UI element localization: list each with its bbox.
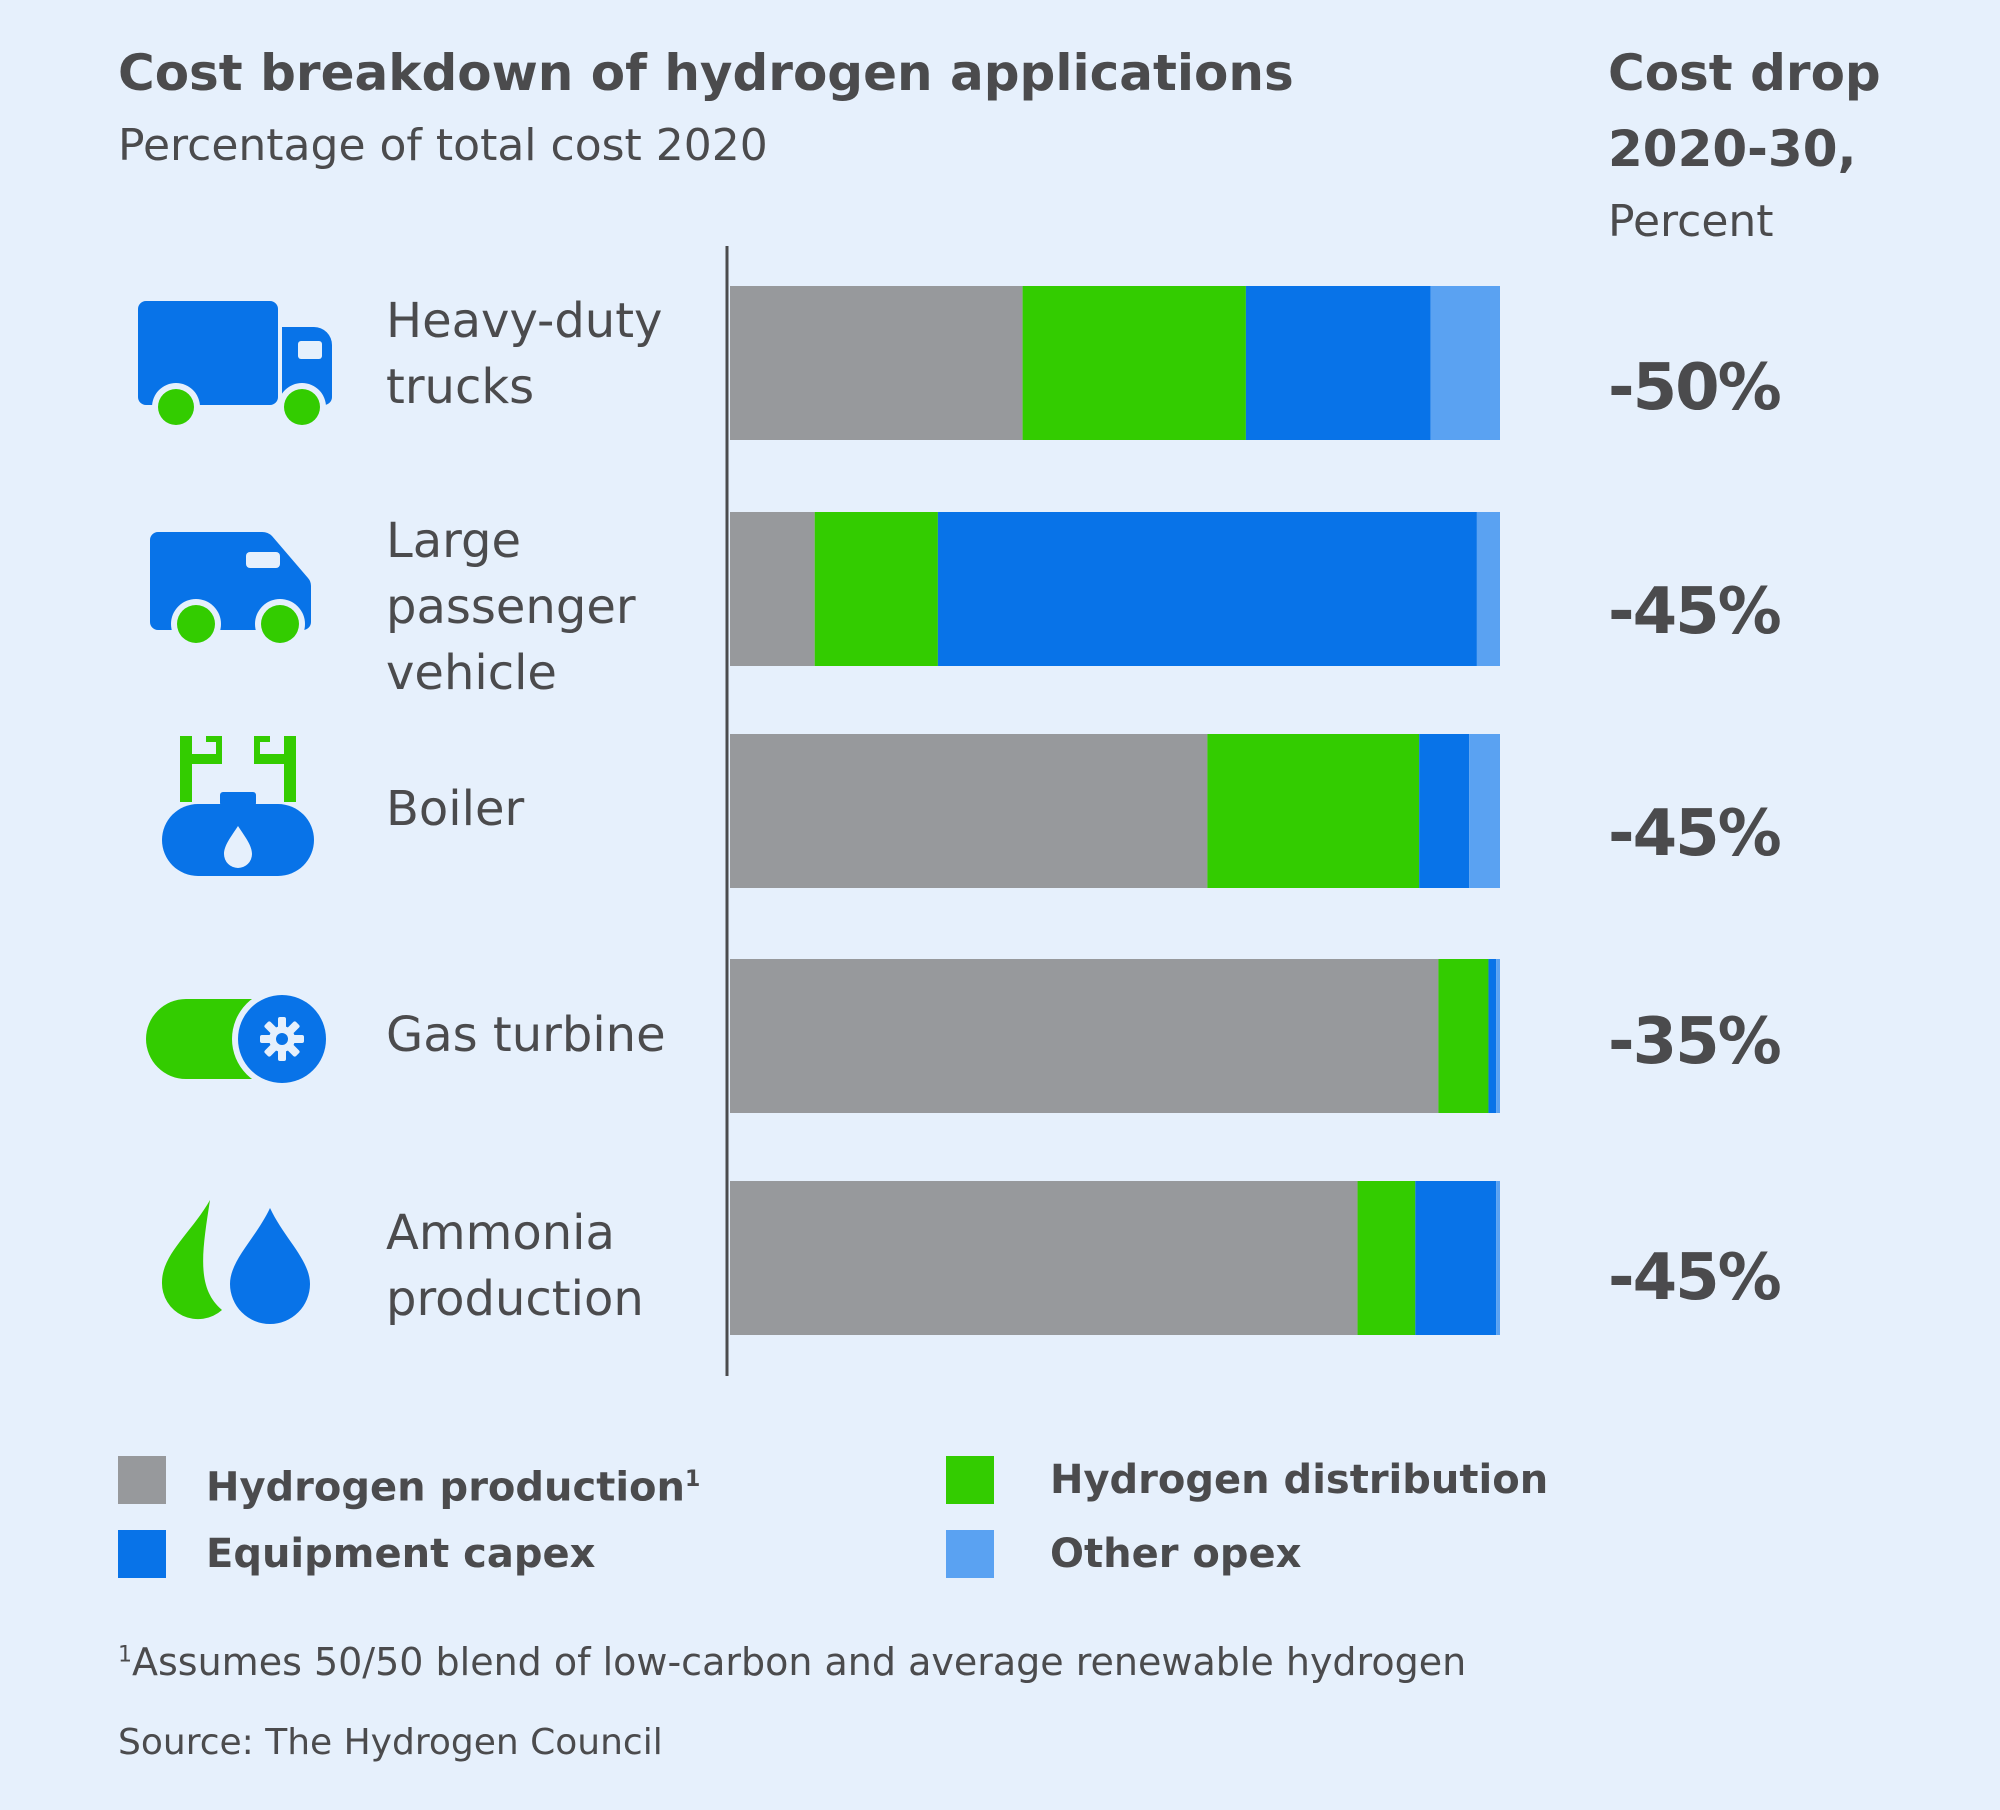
cost-drop-header-line1: Cost drop [1608, 44, 1881, 102]
bar-boiler-other-opex [1469, 734, 1500, 888]
bar-gas-turbine-equipment-capex [1488, 959, 1497, 1113]
bar-large-passenger-vehicle-other-opex [1476, 512, 1500, 666]
legend-swatch-equipment-capex [118, 1530, 166, 1578]
legend-label-hydrogen-production: Hydrogen production1 [206, 1464, 701, 1511]
bar-heavy-duty-trucks-equipment-capex [1245, 286, 1431, 440]
category-label-boiler: Boiler [386, 781, 525, 837]
legend-footnote-marker: 1 [685, 1467, 701, 1492]
cost-drop-boiler: -45% [1608, 797, 1782, 871]
gas-turbine-icon [146, 989, 332, 1089]
bar-large-passenger-vehicle-equipment-capex [937, 512, 1477, 666]
legend-label-other-opex: Other opex [1050, 1531, 1302, 1577]
chart-subtitle: Percentage of total cost 2020 [118, 120, 768, 171]
bar-ammonia-production-other-opex [1496, 1181, 1500, 1335]
truck-icon [138, 301, 332, 431]
boiler-icon [162, 736, 314, 876]
category-label-ammonia-production: Ammonia production [386, 1205, 644, 1327]
cost-drop-ammonia-production: -45% [1608, 1241, 1782, 1315]
legend-swatch-other-opex [946, 1530, 994, 1578]
bar-large-passenger-vehicle-hydrogen-production [730, 512, 815, 666]
bar-boiler-hydrogen-distribution [1207, 734, 1420, 888]
van-icon [150, 531, 312, 649]
cost-drop-heavy-duty-trucks: -50% [1608, 351, 1782, 425]
bar-ammonia-production-equipment-capex [1415, 1181, 1497, 1335]
bar-heavy-duty-trucks-other-opex [1430, 286, 1500, 440]
footnote-marker: 1 [118, 1642, 132, 1668]
chart-title: Cost breakdown of hydrogen applications [118, 44, 1294, 102]
bar-gas-turbine-hydrogen-production [730, 959, 1439, 1113]
bar-heavy-duty-trucks-hydrogen-production [730, 286, 1023, 440]
footnote: 1Assumes 50/50 blend of low-carbon and a… [118, 1640, 1467, 1684]
cost-drop-header-unit: Percent [1608, 196, 1774, 247]
ammonia-drops-icon [161, 1200, 316, 1326]
legend-label-hydrogen-distribution: Hydrogen distribution [1050, 1457, 1549, 1503]
category-label-large-passenger-vehicle: Large passenger vehicle [386, 513, 636, 701]
bar-heavy-duty-trucks-hydrogen-distribution [1022, 286, 1246, 440]
bar-ammonia-production-hydrogen-production [730, 1181, 1358, 1335]
bar-gas-turbine-other-opex [1496, 959, 1500, 1113]
bar-gas-turbine-hydrogen-distribution [1438, 959, 1489, 1113]
category-label-heavy-duty-trucks: Heavy-duty trucks [386, 293, 663, 415]
legend-label-equipment-capex: Equipment capex [206, 1531, 596, 1577]
bar-boiler-equipment-capex [1419, 734, 1470, 888]
bar-large-passenger-vehicle-hydrogen-distribution [814, 512, 938, 666]
cost-drop-large-passenger-vehicle: -45% [1608, 575, 1782, 649]
category-label-gas-turbine: Gas turbine [386, 1007, 666, 1063]
bar-ammonia-production-hydrogen-distribution [1357, 1181, 1416, 1335]
bar-boiler-hydrogen-production [730, 734, 1208, 888]
legend-swatch-hydrogen-distribution [946, 1456, 994, 1504]
cost-drop-header-line2: 2020-30, [1608, 120, 1857, 178]
cost-drop-gas-turbine: -35% [1608, 1005, 1782, 1079]
legend-swatch-hydrogen-production [118, 1456, 166, 1504]
source-note: Source: The Hydrogen Council [118, 1722, 663, 1763]
stacked-bar-chart [725, 246, 1500, 1376]
